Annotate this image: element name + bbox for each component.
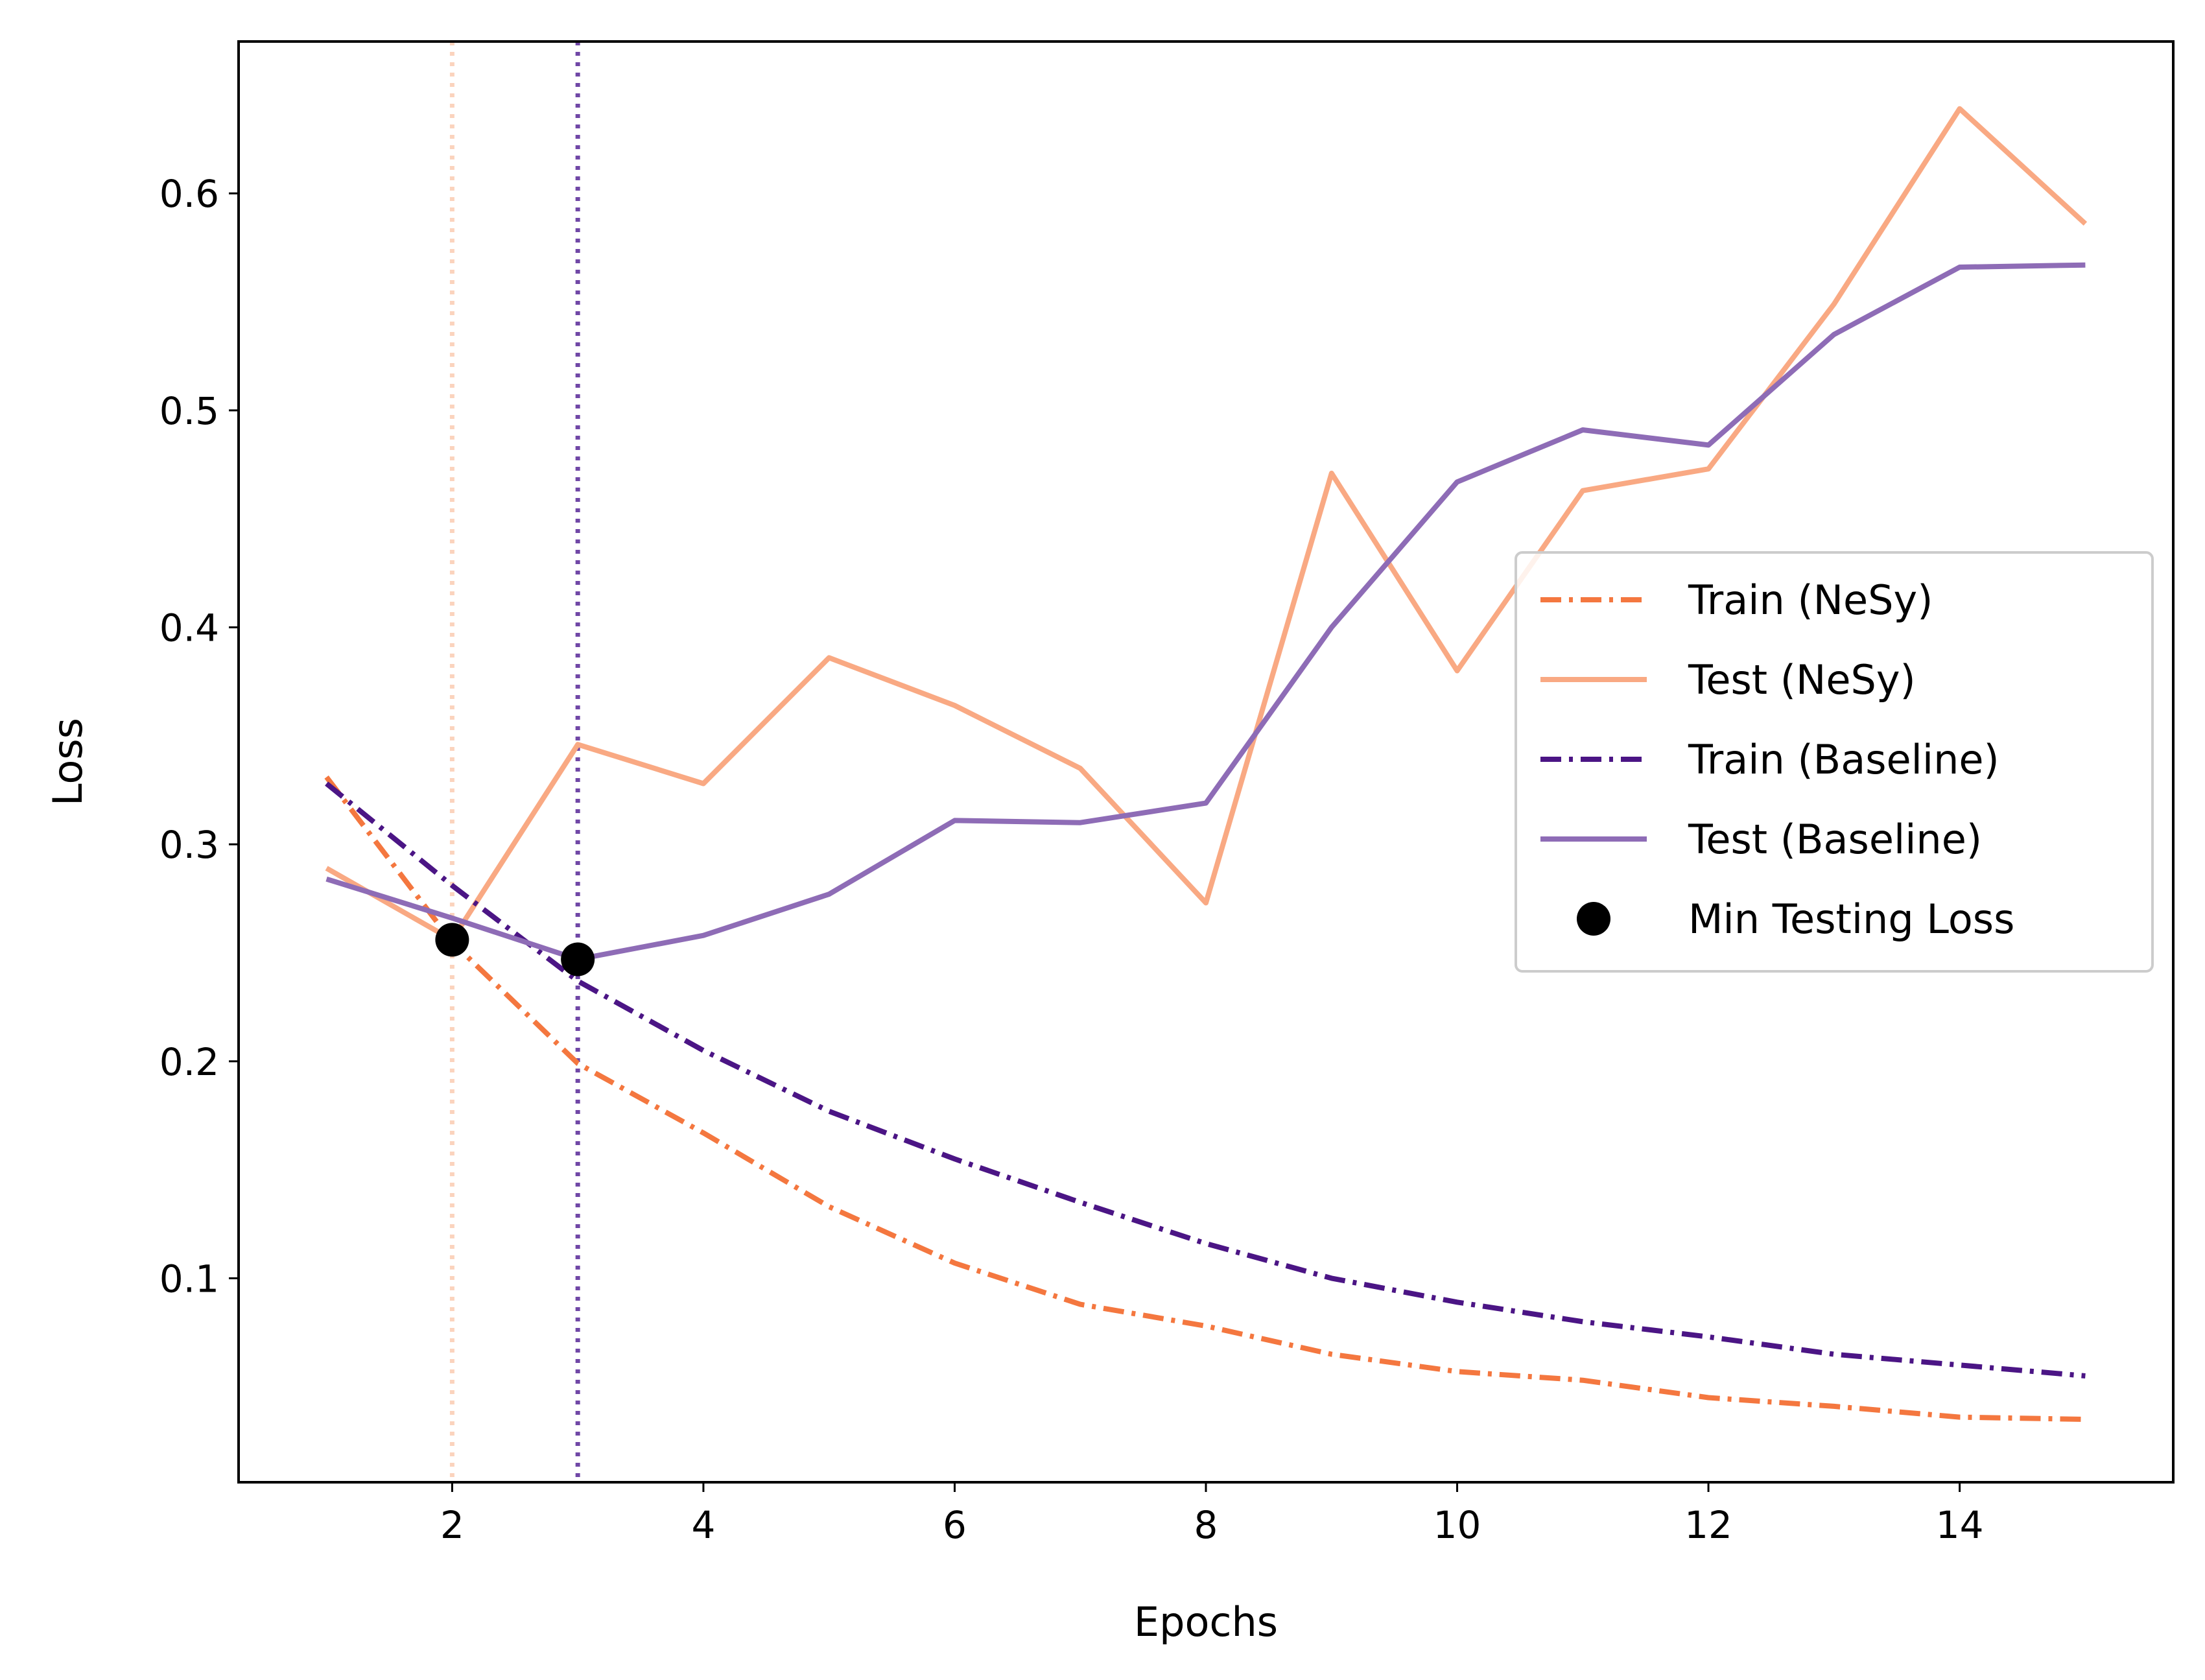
- series-line-4: [325, 262, 2086, 962]
- x-tick-label-5: 10: [1433, 1503, 1481, 1547]
- x-axis-label: Epochs: [1134, 1598, 1278, 1646]
- min-testing-loss-point-2: [561, 942, 595, 976]
- y-tick-label-2: 0.2: [159, 1040, 219, 1084]
- min-testing-loss-point-1: [435, 923, 469, 957]
- legend-label-5: Min Testing Loss: [1688, 895, 2014, 943]
- y-tick-label-5: 0.5: [159, 389, 219, 433]
- y-tick-label-3: 0.3: [159, 823, 219, 867]
- axes: 2 4 6 8 10 12 14 0.1 0.2 0.3 0.4 0.5 0.6: [159, 40, 2175, 1547]
- x-tick-label-2: 4: [691, 1503, 715, 1547]
- legend-label-3: Train (Baseline): [1688, 736, 1999, 783]
- legend-swatch-5: [1577, 902, 1610, 936]
- series-line-1: [324, 775, 2086, 1422]
- y-tick-label-4: 0.4: [159, 606, 219, 650]
- x-tick-label-4: 8: [1194, 1503, 1218, 1547]
- y-axis-label: Loss: [44, 718, 91, 806]
- series-line-3: [325, 781, 2086, 1378]
- series-line-2: [325, 106, 2088, 943]
- legend-label-1: Train (NeSy): [1688, 576, 1933, 624]
- legend-label-4: Test (Baseline): [1688, 816, 1982, 863]
- plot-area: [324, 41, 2088, 1482]
- x-tick-label-3: 6: [943, 1503, 967, 1547]
- legend-label-2: Test (NeSy): [1688, 656, 1916, 704]
- y-tick-label-6: 0.6: [159, 172, 219, 216]
- x-tick-label-7: 14: [1936, 1503, 1984, 1547]
- x-tick-label-1: 2: [440, 1503, 464, 1547]
- y-tick-label-1: 0.1: [159, 1257, 219, 1301]
- legend: Train (NeSy) Test (NeSy) Train (Baseline) T…: [1515, 551, 2154, 973]
- legend-box: [1515, 551, 2154, 973]
- x-tick-label-6: 12: [1684, 1503, 1732, 1547]
